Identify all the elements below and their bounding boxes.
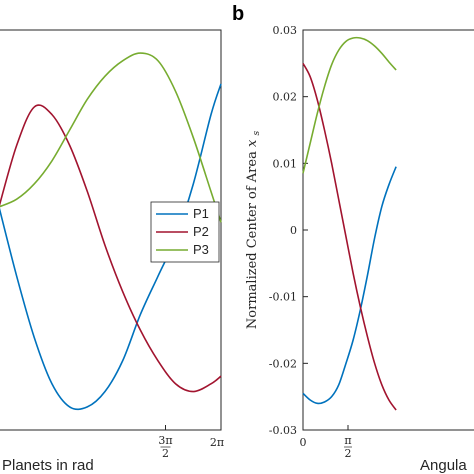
panel-b-ylabel-main: Normalized Center of Area (245, 147, 260, 329)
panel-b-xtick-label: 0 (300, 436, 307, 449)
panel-b-xtick-label-num: π (344, 434, 351, 447)
panel-b-ytick-label: 0.02 (273, 91, 298, 104)
panel-b-ytick-label: 0 (290, 224, 297, 237)
panel-b-series (302, 36, 397, 411)
panel-b-line-p2 (302, 62, 397, 411)
panel-a-xtick-label: 2π (210, 436, 224, 449)
panel-b-ytick-label: -0.01 (269, 291, 297, 304)
panel-a-line-p1 (0, 83, 222, 411)
panel-a-xtick-label-den: 2 (162, 447, 169, 460)
legend-label-p3: P3 (193, 242, 209, 257)
panel-b-ytick-label: -0.03 (269, 424, 297, 437)
panel-a-xtick-label-num: 3π (158, 434, 172, 447)
panel-a-line-p2 (0, 104, 222, 393)
legend-label-p2: P2 (193, 224, 209, 239)
panel-b-ylabel: Normalized Center of Area x s (245, 131, 262, 330)
panel-b-ytick-label: 0.03 (273, 24, 298, 37)
panel-a-axes-box (0, 29, 222, 431)
panel-b-xlabel: Angula (420, 457, 467, 474)
panel-b-chart: b 0.030.020.010-0.01-0.02-0.030 π2 Angula… (232, 3, 474, 474)
panel-b-axes-box (302, 29, 474, 431)
panel-b-ytick-label: -0.02 (269, 357, 297, 370)
panel-b-ylabel-var: x (245, 139, 260, 147)
panel-b-xtick-label-den: 2 (345, 447, 352, 460)
legend-label-p1: P1 (193, 206, 209, 221)
panel-b-ticks: 0.030.020.010-0.01-0.02-0.030 π2 (269, 24, 352, 460)
panel-a-ticks: 3π2 2π (158, 425, 224, 460)
panel-b-ylabel-sub: s (252, 131, 262, 136)
panel-a-chart: 3π2 2π Planets in rad P1 P2 P3 (0, 29, 224, 474)
panel-b-line-p1 (302, 166, 397, 405)
panel-a-series (0, 52, 222, 411)
panel-a-xlabel: Planets in rad (2, 457, 94, 474)
panel-b-letter: b (232, 3, 244, 25)
panel-b-line-p3 (302, 36, 397, 174)
panel-b-ytick-label: 0.01 (273, 157, 298, 170)
panel-a-legend: P1 P2 P3 (150, 201, 220, 263)
panel-a-line-p3 (0, 52, 222, 223)
